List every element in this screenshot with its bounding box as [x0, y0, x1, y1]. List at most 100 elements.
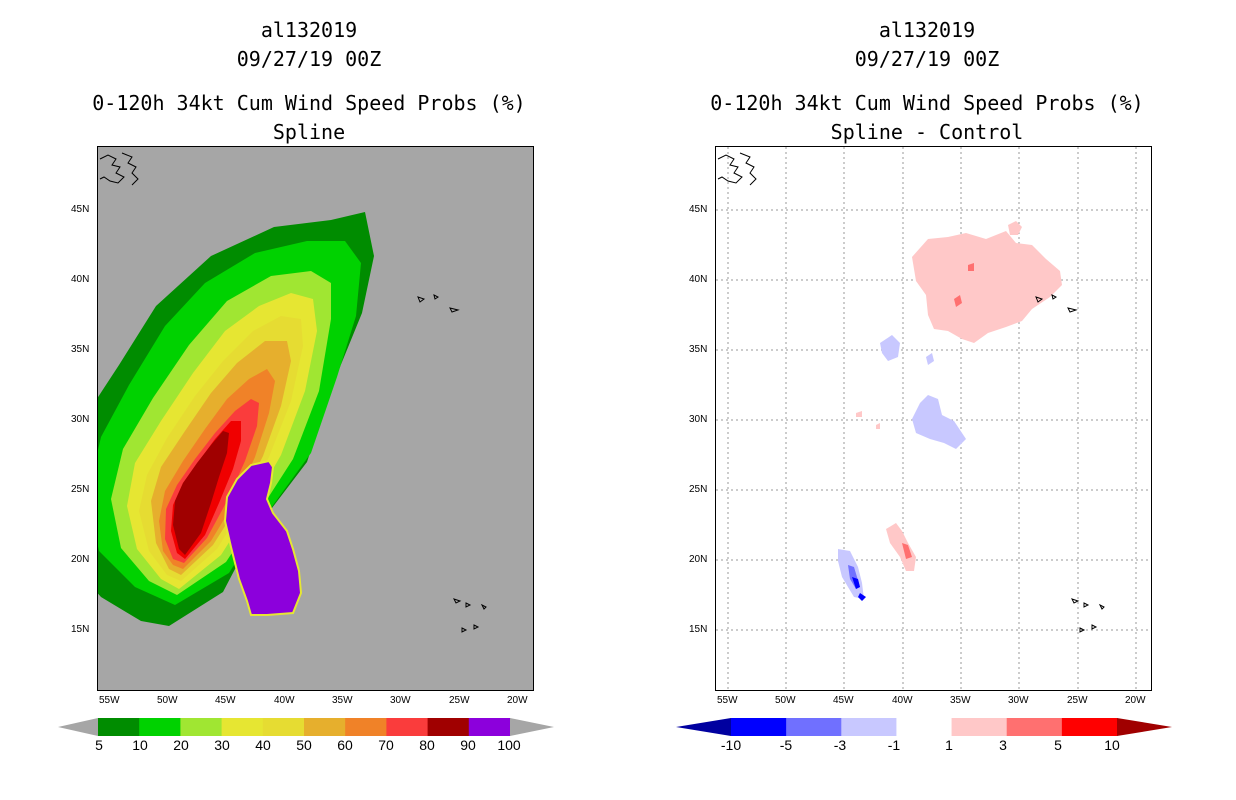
lat-tick: 25N: [689, 484, 708, 495]
lon-tick: 30W: [390, 695, 411, 706]
colorbar-swatch: [896, 718, 953, 736]
lon-tick: 45W: [215, 695, 236, 706]
colorbar-label: 20: [173, 737, 189, 753]
contour-90: [173, 431, 229, 555]
lon-tick: 45W: [833, 695, 854, 706]
colorbar-label: 1: [945, 737, 953, 753]
chart-title: 0-120h 34kt Cum Wind Speed Probs (%): [710, 91, 1144, 115]
colorbar-label: -3: [833, 737, 847, 753]
lon-tick: 50W: [775, 695, 796, 706]
lat-tick: 35N: [71, 344, 90, 355]
lat-tick: 25N: [71, 484, 90, 495]
storm-id: al132019: [260, 18, 358, 42]
lon-tick: 35W: [332, 695, 353, 706]
lat-tick: 35N: [689, 344, 708, 355]
colorbar-swatch: [427, 718, 470, 736]
colorbar-label: 100: [497, 737, 521, 753]
colorbar-label: 5: [95, 737, 103, 753]
colorbar-label: 40: [255, 737, 271, 753]
colorbar-label: -1: [887, 737, 901, 753]
colorbar-label: 10: [132, 737, 148, 753]
lat-tick: 45N: [71, 204, 90, 215]
lon-tick: 50W: [157, 695, 178, 706]
spline-panel: al132019 09/27/19 00Z 0-120h 34kt Cum Wi…: [58, 18, 554, 753]
colorbar-label: 70: [378, 737, 394, 753]
lat-tick: 30N: [71, 414, 90, 425]
storm-id: al132019: [878, 18, 976, 42]
positive-3-region: [968, 263, 974, 271]
lon-tick: 20W: [1125, 695, 1146, 706]
lon-tick: 25W: [1067, 695, 1088, 706]
colorbar-over-arrow: [510, 718, 554, 736]
lat-tick: 20N: [689, 554, 708, 565]
positive-1-region: [1008, 221, 1022, 235]
colorbar-label: 10: [1104, 737, 1120, 753]
difference-map: [715, 146, 1152, 691]
positive-1-region: [876, 423, 880, 429]
lat-tick: 20N: [71, 554, 90, 565]
colorbar-label: 60: [337, 737, 353, 753]
positive-1-region: [886, 523, 916, 571]
positive-1-region: [912, 231, 1062, 343]
lon-tick: 35W: [950, 695, 971, 706]
contour-100: [223, 459, 303, 616]
lat-tick: 30N: [689, 414, 708, 425]
colorbar-swatch: [786, 718, 842, 736]
coastline: [99, 152, 487, 633]
colorbar-under-arrow: [676, 718, 731, 736]
positive-3-region: [954, 295, 962, 307]
lon-tick: 25W: [449, 695, 470, 706]
colorbar: [58, 718, 554, 736]
colorbar-swatch: [139, 718, 181, 736]
colorbar-swatch: [304, 718, 346, 736]
colorbar-label: 50: [296, 737, 312, 753]
lon-tick: 55W: [99, 695, 120, 706]
colorbar-label: 30: [214, 737, 230, 753]
colorbar-swatch: [386, 718, 429, 736]
colorbar-label: 3: [999, 737, 1007, 753]
colorbar-label: 80: [419, 737, 435, 753]
positive-1-region: [856, 411, 862, 417]
colorbar-swatch: [262, 718, 305, 736]
chart-subtitle: Spline: [272, 120, 346, 144]
negative-5-region: [852, 577, 860, 589]
spline-minus-control-panel: al132019 09/27/19 00Z 0-120h 34kt Cum Wi…: [618, 0, 1236, 800]
colorbar-swatch: [468, 718, 511, 736]
probability-map: [97, 146, 534, 691]
colorbar-swatch: [345, 718, 387, 736]
negative-1-region: [880, 335, 900, 361]
colorbar-swatch: [98, 718, 140, 736]
lat-tick: 40N: [689, 274, 708, 285]
colorbar-over-arrow: [1117, 718, 1172, 736]
lat-tick: 40N: [71, 274, 90, 285]
coastline: [717, 152, 1105, 633]
chart-subtitle: Spline - Control: [830, 120, 1024, 144]
difference-contours: [838, 221, 1062, 601]
datetime: 09/27/19 00Z: [854, 47, 1000, 71]
lon-tick: 40W: [892, 695, 913, 706]
lon-tick: 55W: [717, 695, 738, 706]
colorbar-swatch: [180, 718, 223, 736]
colorbar-swatch: [731, 718, 787, 736]
probability-contours: [98, 212, 374, 626]
colorbar: [676, 718, 1172, 736]
negative-5-region: [858, 593, 866, 601]
positive-3-region: [902, 543, 912, 559]
lon-tick: 20W: [507, 695, 528, 706]
datetime: 09/27/19 00Z: [236, 47, 382, 71]
colorbar-under-arrow: [58, 718, 98, 736]
lat-tick: 15N: [689, 624, 708, 635]
colorbar-label: 5: [1054, 737, 1062, 753]
negative-1-region: [926, 353, 934, 365]
colorbar-swatch: [841, 718, 897, 736]
colorbar-label: -5: [779, 737, 793, 753]
lat-tick: 45N: [689, 204, 708, 215]
colorbar-swatch: [1006, 718, 1063, 736]
colorbar-label: 90: [460, 737, 476, 753]
chart-title: 0-120h 34kt Cum Wind Speed Probs (%): [92, 91, 526, 115]
colorbar-swatch: [951, 718, 1008, 736]
lon-tick: 40W: [274, 695, 295, 706]
colorbar-swatch: [1061, 718, 1118, 736]
lat-tick: 15N: [71, 624, 90, 635]
colorbar-swatch: [221, 718, 264, 736]
